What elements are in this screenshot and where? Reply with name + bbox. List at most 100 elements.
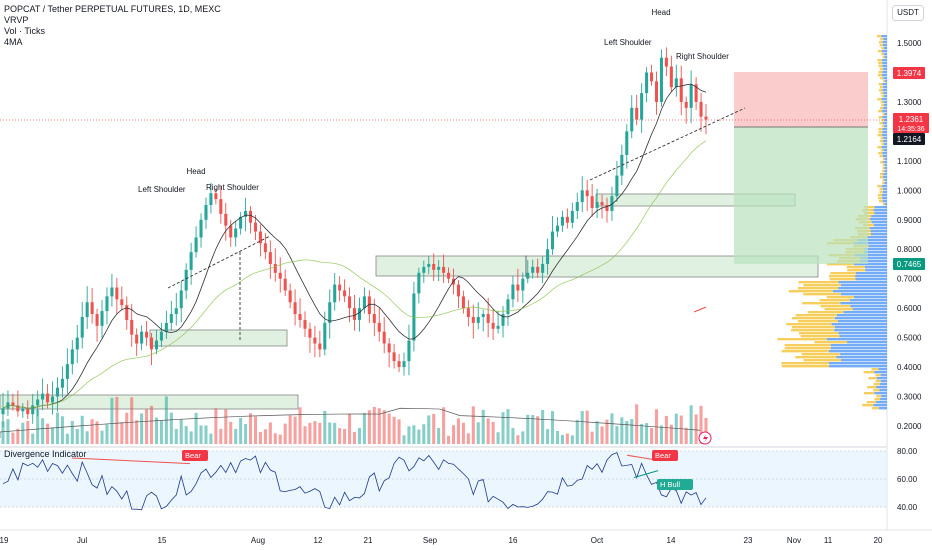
volume-profile-bar	[884, 104, 887, 106]
volume-profile-bar	[785, 347, 831, 349]
candle-body	[180, 290, 183, 308]
volume-bar	[244, 424, 247, 444]
volume-profile-bar	[831, 347, 887, 349]
volume-profile-bar	[879, 83, 883, 85]
volume-profile-bar	[882, 89, 887, 91]
volume-bar	[219, 429, 222, 444]
candle-body	[224, 214, 227, 226]
volume-profile-bar	[874, 383, 880, 385]
volume-profile-bar	[878, 368, 887, 370]
volume-profile-bar	[882, 74, 887, 76]
volume-profile-bar	[791, 329, 834, 331]
volume-profile-bar	[881, 92, 884, 94]
volume-profile-bar	[868, 245, 887, 247]
volume-bar	[610, 413, 613, 444]
volume-bar	[398, 419, 401, 444]
volume-profile-bar	[873, 404, 887, 406]
volume-bar	[412, 425, 415, 444]
volume-profile-bar	[881, 395, 887, 397]
volume-profile-bar	[871, 215, 887, 217]
hs1-head-label: Head	[186, 167, 205, 176]
indicator-vol[interactable]: Vol · Ticks	[4, 26, 221, 37]
candle-body	[398, 361, 401, 367]
candle-body	[531, 267, 534, 273]
volume-profile-bar	[883, 176, 887, 178]
divergence-title[interactable]: Divergence Indicator	[4, 449, 87, 459]
volume-profile-bar	[883, 77, 887, 79]
price-tick-label: 0.9000	[897, 216, 922, 225]
candle-body	[561, 217, 564, 226]
volume-profile-bar	[877, 59, 881, 61]
candle-body	[492, 323, 495, 329]
volume-bar	[690, 405, 693, 444]
candle-body	[437, 267, 440, 270]
volume-bar	[190, 431, 193, 444]
volume-bar	[521, 431, 524, 444]
volume-profile-bar	[843, 311, 887, 313]
volume-bar	[343, 429, 346, 444]
candle-body	[536, 267, 539, 273]
volume-bar	[274, 433, 277, 444]
hs2-head-label: Head	[651, 8, 670, 17]
volume-bar	[135, 420, 138, 444]
bear-badge-1: Bear	[185, 451, 201, 460]
currency-button[interactable]: USDT	[892, 5, 924, 21]
candle-body	[274, 264, 277, 273]
time-tick-label: 23	[744, 536, 753, 545]
legend: POPCAT / Tether PERPETUAL FUTURES, 1D, M…	[4, 4, 221, 48]
volume-profile-bar	[839, 332, 887, 334]
volume-bar	[388, 414, 391, 444]
candle-body	[393, 352, 396, 361]
volume-profile-bar	[799, 332, 839, 334]
volume-profile-bar	[838, 320, 887, 322]
volume-profile-bar	[883, 44, 887, 46]
volume-profile-bar	[838, 281, 887, 283]
volume-bar	[86, 431, 89, 444]
volume-profile-bar	[883, 107, 887, 109]
volume-bar	[601, 426, 604, 444]
candle-body	[680, 78, 683, 102]
volume-profile-bar	[862, 404, 873, 406]
candle-body	[135, 335, 138, 344]
volume-profile-bar	[882, 185, 887, 187]
volume-bar	[551, 411, 554, 444]
candle-body	[650, 72, 653, 81]
symbol-title[interactable]: POPCAT / Tether PERPETUAL FUTURES, 1D, M…	[4, 4, 221, 15]
candle-body	[209, 193, 212, 205]
volume-bar	[680, 416, 683, 444]
volume-bar	[541, 410, 544, 444]
volume-profile-bar	[847, 266, 865, 268]
volume-bar	[269, 422, 272, 444]
volume-bar	[358, 428, 361, 444]
volume-bar	[487, 418, 490, 444]
volume-profile-bar	[879, 71, 883, 73]
volume-profile-bar	[883, 41, 887, 43]
indicator-vrvp[interactable]: VRVP	[4, 15, 221, 26]
hs2-right-label: Right Shoulder	[676, 52, 729, 61]
volume-profile-bar	[882, 98, 887, 100]
target-price-tag: 1.3974	[897, 69, 922, 78]
indicator-4ma[interactable]: 4MA	[4, 37, 221, 48]
time-tick-label: Nov	[787, 536, 801, 545]
volume-profile-bar	[870, 227, 887, 229]
volume-profile-bar	[832, 323, 887, 325]
volume-bar	[299, 407, 302, 444]
volume-bar	[467, 433, 470, 444]
volume-bar	[204, 425, 207, 444]
volume-profile-bar	[821, 305, 851, 307]
volume-profile-bar	[835, 326, 887, 328]
candle-body	[145, 332, 148, 338]
volume-profile-bar	[883, 38, 887, 40]
volume-profile-bar	[878, 128, 882, 130]
volume-bar	[348, 414, 351, 444]
volume-profile-bar	[879, 200, 883, 202]
volume-profile-bar	[876, 401, 887, 403]
volume-bar	[71, 421, 74, 444]
volume-profile-bar	[880, 161, 883, 163]
candle-body	[700, 102, 703, 117]
volume-profile-bar	[879, 407, 887, 409]
volume-profile-bar	[868, 377, 876, 379]
candle-body	[279, 273, 282, 279]
volume-profile-bar	[877, 185, 881, 187]
